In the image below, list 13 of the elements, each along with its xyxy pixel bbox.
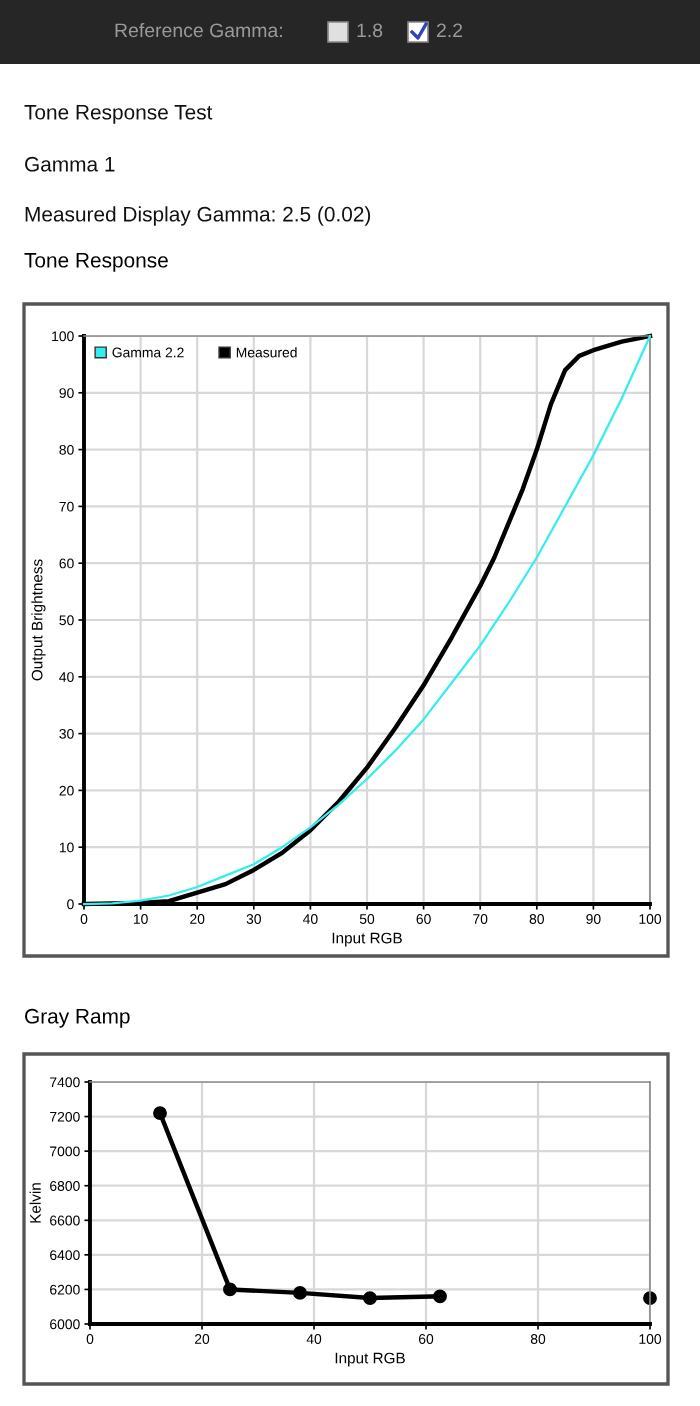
chart-title: Tone Response — [24, 253, 168, 272]
text: Reference Gamma: — [115, 22, 282, 38]
text: 2.2 — [436, 23, 463, 38]
text: 1.8 — [357, 23, 383, 38]
text: Gamma 1 — [25, 156, 115, 172]
point — [223, 1282, 237, 1297]
point — [153, 1106, 167, 1121]
text: Tone Response Test — [24, 105, 213, 124]
text: Measured Display Gamma: 2.5 (0.02) — [25, 206, 371, 226]
point — [293, 1285, 307, 1300]
point — [433, 1289, 447, 1304]
chart-title: Gray Ramp — [25, 1008, 130, 1028]
point — [363, 1291, 377, 1306]
